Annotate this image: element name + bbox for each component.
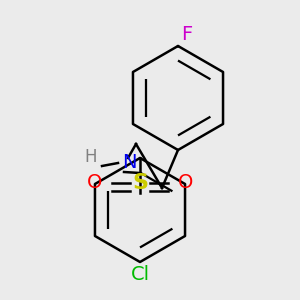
Text: F: F: [181, 25, 192, 44]
Text: N: N: [122, 152, 136, 172]
Text: S: S: [132, 173, 148, 193]
Text: Cl: Cl: [130, 265, 150, 284]
Text: O: O: [87, 173, 102, 193]
Text: H: H: [85, 148, 97, 166]
Text: O: O: [178, 173, 194, 193]
